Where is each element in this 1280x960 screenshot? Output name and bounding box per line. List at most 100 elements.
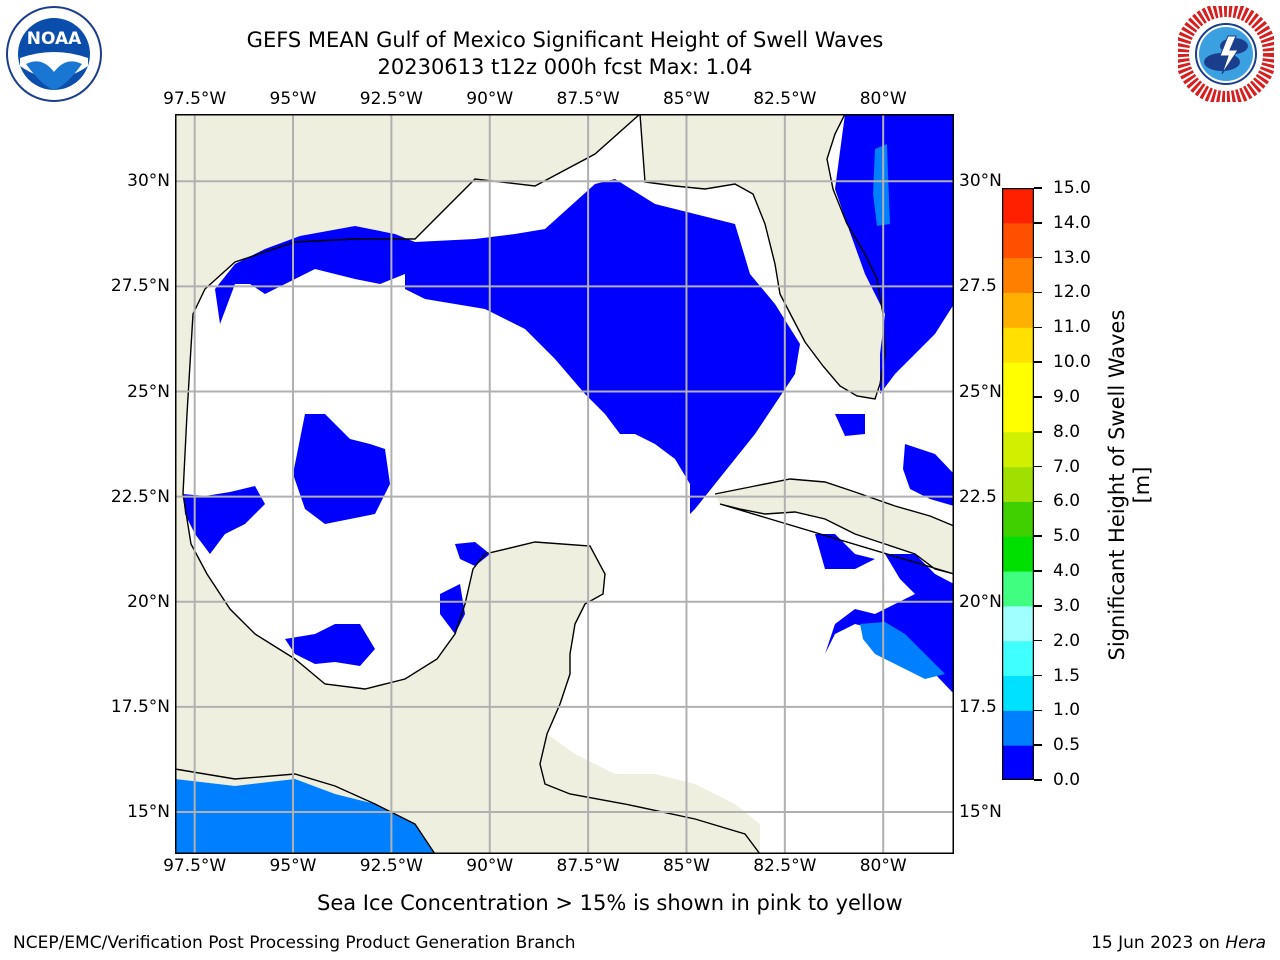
swell-yucatan-patch: [455, 542, 490, 566]
lon-label: 92.5°W: [359, 89, 423, 109]
colorbar-tick-label: 14.0: [1053, 212, 1091, 233]
swell-cayman-patch: [815, 534, 875, 569]
colorbar-tick-label: 8.0: [1053, 421, 1081, 442]
lat-label: 17.5°N: [110, 696, 170, 717]
colorbar-tick-label: 1.0: [1053, 700, 1081, 721]
credit-text: NCEP/EMC/Verification Post Processing Pr…: [13, 933, 576, 953]
lon-label: 85°W: [662, 856, 710, 876]
colorbar-tick-label: 3.0: [1053, 595, 1081, 616]
colorbar-tick-label: 0.5: [1053, 735, 1081, 756]
swell-north-gulf: [215, 179, 800, 514]
colorbar-tick-label: 15.0: [1053, 178, 1091, 198]
gulf-map: [175, 114, 954, 854]
nws-logo: [1178, 6, 1274, 102]
lon-label: 90°W: [466, 856, 514, 876]
colorbar-frame: [1002, 188, 1034, 780]
colorbar-tick-mark: [1034, 187, 1042, 189]
lon-label: 95°W: [269, 856, 317, 876]
lat-label: 30°N: [127, 171, 170, 192]
colorbar-segment: [1002, 536, 1034, 572]
swell-bay-patch: [285, 624, 375, 666]
colorbar-tick-mark: [1034, 535, 1042, 537]
swell-texas-patch: [183, 486, 265, 554]
colorbar-segment: [1002, 571, 1034, 607]
noaa-logo: NOAA: [6, 6, 102, 102]
colorbar-tick-mark: [1034, 779, 1042, 781]
colorbar-tick-label: 2.0: [1053, 630, 1081, 651]
colorbar-segment: [1002, 362, 1034, 398]
colorbar-segment: [1002, 431, 1034, 468]
lat-label: 30°N: [959, 171, 1002, 192]
colorbar-tick-mark: [1034, 256, 1042, 259]
chart-title: GEFS MEAN Gulf of Mexico Significant Hei…: [246, 28, 884, 52]
colorbar-tick-mark: [1034, 396, 1042, 398]
colorbar-segment: [1002, 292, 1034, 328]
colorbar-segment: [1002, 675, 1034, 711]
colorbar-tick-mark: [1034, 465, 1042, 468]
colorbar-tick-label: 9.0: [1053, 386, 1081, 407]
lon-label: 85°W: [662, 89, 710, 109]
coastlines: [175, 114, 954, 854]
lon-label: 82.5°W: [753, 89, 817, 109]
colorbar-segment: [1002, 327, 1034, 363]
lon-label: 90°W: [466, 89, 514, 109]
swell-keys-patch: [835, 414, 865, 436]
colorbar-tick-mark: [1034, 570, 1042, 572]
sea-ice-note: Sea Ice Concentration > 15% is shown in …: [317, 891, 903, 915]
swell-atlantic: [835, 114, 954, 394]
colorbar-segment: [1002, 745, 1034, 780]
colorbar-segment: [1002, 257, 1034, 293]
lat-label: 27.5°N: [110, 276, 170, 297]
swell-pacific: [175, 779, 435, 854]
colorbar: [1002, 188, 1034, 780]
lon-label: 87.5°W: [556, 856, 620, 876]
land-cuba: [715, 479, 954, 574]
lat-label: 15°N: [959, 801, 1002, 822]
swell-field: [175, 114, 954, 854]
colorbar-tick-mark: [1034, 605, 1042, 607]
lon-label: 87.5°W: [556, 89, 620, 109]
swell-atlantic-light: [873, 144, 890, 226]
run-date: 15 Jun 2023 on Hera: [1091, 933, 1266, 953]
colorbar-segment: [1002, 222, 1034, 259]
swell-bahamas-patch: [903, 444, 954, 506]
lat-label: 15°N: [127, 801, 170, 822]
colorbar-segment: [1002, 710, 1034, 746]
lat-label: 20°N: [959, 591, 1002, 612]
colorbar-title: Significant Height of Swell Waves [m]: [1105, 309, 1154, 661]
chart-subtitle: 20230613 t12z 000h fcst Max: 1.04: [377, 55, 753, 79]
colorbar-tick-mark: [1034, 674, 1042, 677]
colorbar-tick-mark: [1034, 431, 1042, 433]
colorbar-tick-label: 11.0: [1053, 317, 1091, 338]
land-central-america: [475, 734, 760, 854]
machine-name: Hera: [1225, 933, 1266, 953]
lat-label: 22.5°N: [110, 486, 170, 507]
swell-caribbean-light: [860, 622, 945, 679]
colorbar-tick-label: 5.0: [1053, 526, 1081, 547]
colorbar-segment: [1002, 640, 1034, 677]
colorbar-tick-mark: [1034, 361, 1042, 363]
colorbar-tick-label: 1.5: [1053, 665, 1081, 686]
colorbar-tick-label: 6.0: [1053, 491, 1081, 512]
colorbar-segment: [1002, 188, 1034, 224]
land-florida: [640, 114, 885, 399]
land-yucatan: [473, 542, 605, 644]
lat-label: 25°N: [127, 381, 170, 402]
colorbar-tick-mark: [1034, 639, 1042, 642]
lat-label: 27.5: [959, 276, 997, 297]
colorbar-tick-mark: [1034, 500, 1042, 503]
colorbar-tick-label: 0.0: [1053, 770, 1081, 790]
colorbar-tick-mark: [1034, 709, 1042, 712]
lat-label: 17.5: [959, 696, 997, 717]
lon-label: 80°W: [859, 89, 907, 109]
colorbar-segment: [1002, 396, 1034, 433]
colorbar-segment: [1002, 605, 1034, 642]
run-date-text: 15 Jun 2023 on: [1091, 933, 1226, 953]
lon-label: 97.5°W: [163, 856, 227, 876]
map-frame: [175, 114, 954, 854]
lon-label: 80°W: [859, 856, 907, 876]
graticule: [175, 114, 954, 854]
lon-label: 92.5°W: [359, 856, 423, 876]
colorbar-tick-label: 12.0: [1053, 282, 1091, 303]
colorbar-tick-mark: [1034, 744, 1042, 746]
